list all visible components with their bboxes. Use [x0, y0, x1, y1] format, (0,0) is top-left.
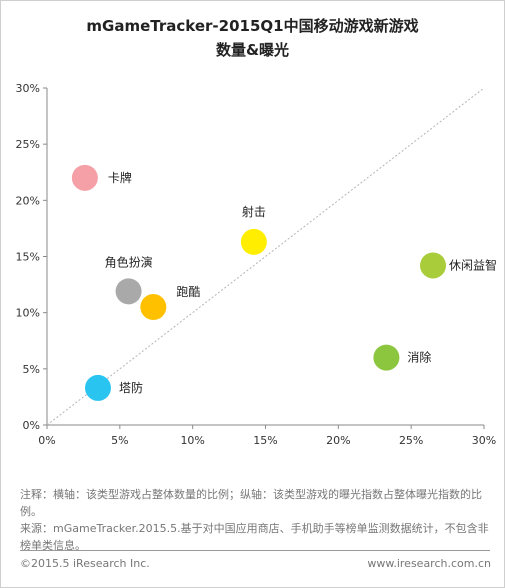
scatter-chart: 0% 5% 10% 15% 20% 25% 30% 0% 5% 10% 15% 20% 25% 30% 卡牌… — [16, 82, 497, 447]
y-tick-label: 5% — [23, 363, 40, 376]
point-label: 消除 — [407, 350, 431, 365]
x-tick-label: 5% — [111, 434, 128, 447]
point-label: 跑酷 — [176, 285, 200, 299]
footer-website: www.iresearch.com.cn — [367, 557, 491, 570]
point-label: 休闲益智 — [449, 257, 497, 272]
y-tick-label: 25% — [16, 138, 40, 151]
y-tick-label: 30% — [16, 82, 40, 95]
chart-title-block: mGameTracker-2015Q1中国移动游戏新游戏 数量&曝光 — [0, 14, 505, 62]
x-tick-label: 0% — [38, 434, 55, 447]
y-tick-label: 20% — [16, 194, 40, 207]
point-label: 卡牌 — [108, 171, 132, 185]
scatter-point — [240, 228, 267, 255]
point-label: 射击 — [242, 204, 266, 219]
scatter-point — [420, 252, 447, 279]
x-tick-label: 30% — [472, 434, 496, 447]
note-source: 来源：mGameTracker.2015.5.基于对中国应用商店、手机助手等榜单… — [20, 522, 489, 552]
chart-title: mGameTracker-2015Q1中国移动游戏新游戏 — [86, 17, 419, 35]
y-tick-label: 10% — [16, 307, 40, 320]
scatter-point — [373, 344, 400, 371]
scatter-point — [140, 294, 167, 321]
point-label: 角色扮演 — [105, 254, 153, 269]
scatter-point — [84, 374, 111, 401]
scatter-point — [115, 278, 142, 305]
point-label: 塔防 — [119, 380, 143, 395]
x-tick-label: 25% — [399, 434, 423, 447]
chart-notes: 注释：横轴：该类型游戏占整体数量的比例；纵轴：该类型游戏的曝光指数占整体曝光指数… — [20, 486, 490, 554]
x-tick-label: 10% — [180, 434, 204, 447]
chart-subtitle: 数量&曝光 — [215, 41, 290, 59]
y-tick-label: 15% — [16, 251, 40, 264]
note-axes: 注释：横轴：该类型游戏占整体数量的比例；纵轴：该类型游戏的曝光指数占整体曝光指数… — [20, 488, 482, 518]
y-tick-label: 0% — [23, 419, 40, 432]
x-tick-label: 15% — [253, 434, 277, 447]
footer-copyright: ©2015.5 iResearch Inc. — [20, 557, 150, 570]
scatter-point — [71, 164, 98, 191]
footer-divider — [20, 550, 490, 551]
x-tick-label: 20% — [326, 434, 350, 447]
